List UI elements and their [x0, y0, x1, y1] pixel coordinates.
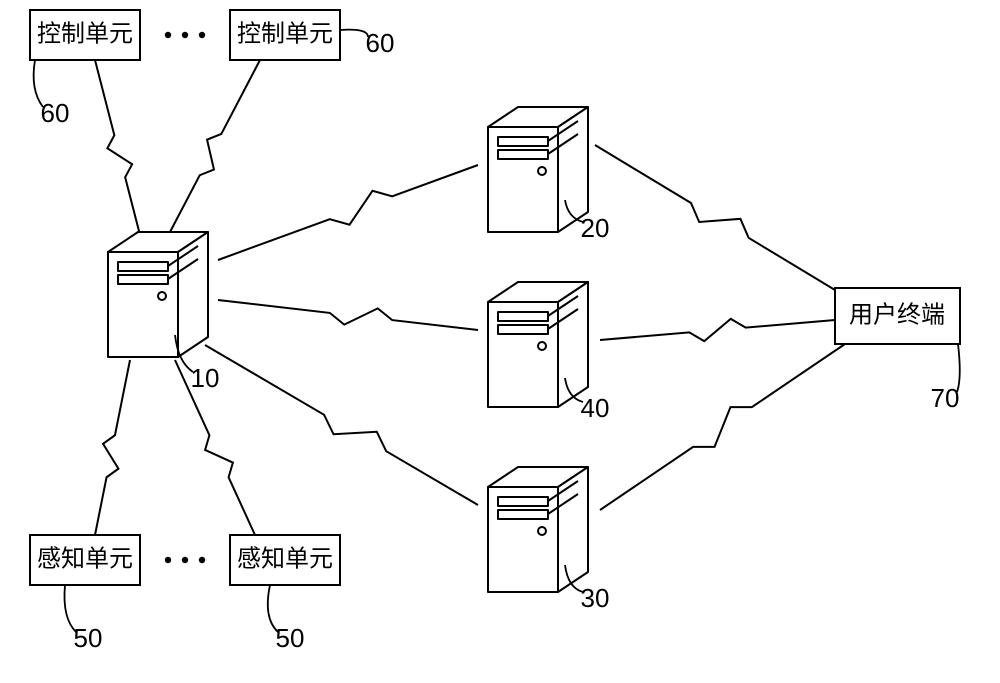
sense-unit-box: 感知单元: [230, 535, 340, 585]
user-terminal-box: 用户终端: [835, 288, 960, 344]
connection-line: [595, 145, 835, 290]
reference-number: 50: [276, 623, 305, 653]
connection-line: [218, 300, 478, 330]
reference-number: 20: [581, 213, 610, 243]
control-unit-box: 控制单元: [230, 10, 340, 60]
control-unit-label: 控制单元: [37, 21, 133, 48]
sense-unit-box: 感知单元: [30, 535, 140, 585]
reference-number: 40: [581, 393, 610, 423]
connection-line: [170, 60, 260, 232]
connection-line: [218, 165, 478, 260]
server-icon: [488, 107, 588, 232]
reference-number: 10: [191, 363, 220, 393]
diagram-canvas: 控制单元 控制单元 感知单元 感知单元 用户终端 60 60 50 50 10 20 40 3…: [0, 0, 1000, 683]
reference-number: 30: [581, 583, 610, 613]
connection-line: [205, 345, 478, 505]
sense-unit-label: 感知单元: [37, 546, 133, 573]
connection-line: [600, 344, 845, 510]
leader-line: [340, 30, 368, 37]
reference-number: 60: [41, 98, 70, 128]
sense-unit-label: 感知单元: [237, 546, 333, 573]
connection-line: [95, 60, 140, 235]
connection-line: [95, 360, 130, 535]
reference-number: 60: [366, 28, 395, 58]
server-icon: [108, 232, 208, 357]
server-icon: [488, 467, 588, 592]
ellipsis-icon: [165, 557, 205, 563]
control-unit-box: 控制单元: [30, 10, 140, 60]
reference-number: 50: [74, 623, 103, 653]
server-icon: [488, 282, 588, 407]
ellipsis-icon: [165, 32, 205, 38]
user-terminal-label: 用户终端: [849, 302, 945, 329]
connection-line: [600, 319, 835, 341]
control-unit-label: 控制单元: [237, 21, 333, 48]
reference-number: 70: [931, 383, 960, 413]
